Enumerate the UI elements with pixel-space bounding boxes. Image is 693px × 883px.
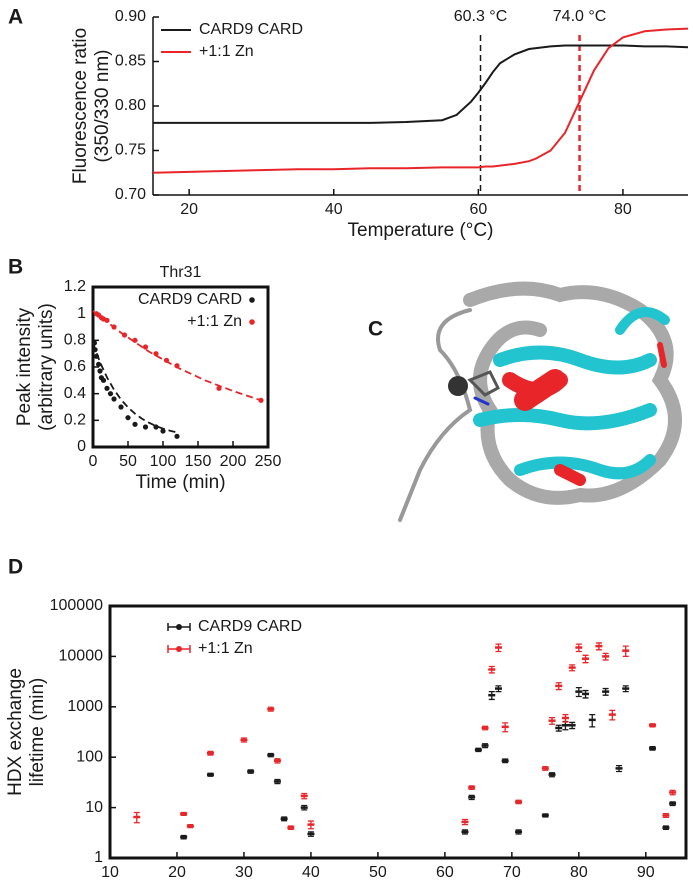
panel-label: B <box>8 256 23 279</box>
y-axis-label: Fluorescence ratio <box>70 28 91 184</box>
y-tick-label: 0 <box>77 438 86 455</box>
data-point <box>142 424 149 430</box>
legend-label: +1:1 Zn <box>199 43 254 60</box>
legend-label: +1:1 Zn <box>187 313 242 330</box>
y-axis-label: Peak intensity <box>14 307 35 426</box>
y-tick-label: 0.70 <box>115 186 146 203</box>
x-tick-label: 20 <box>168 864 186 881</box>
data-point <box>142 344 149 350</box>
x-tick-label: 50 <box>119 453 137 470</box>
x-tick-label: 80 <box>614 201 632 218</box>
legend-label: CARD9 CARD <box>198 618 302 635</box>
data-point <box>111 396 117 402</box>
plot-frame <box>91 285 270 449</box>
y-axis-label: (350/330 nm) <box>92 49 113 162</box>
data-point <box>153 424 159 430</box>
x-tick-label: 80 <box>570 864 588 881</box>
panel-label: D <box>8 556 23 579</box>
data-point <box>91 340 97 346</box>
x-tick-label: 40 <box>325 201 343 218</box>
data-point <box>97 368 103 374</box>
x-tick-label: 10 <box>101 864 119 881</box>
x-tick-label: 150 <box>185 453 212 470</box>
y-tick-label: 0.85 <box>115 53 146 70</box>
data-point <box>121 332 128 338</box>
y-tick-label: 1 <box>94 849 103 866</box>
data-point <box>104 385 110 391</box>
x-tick-label: 30 <box>235 864 253 881</box>
data-point <box>174 363 180 369</box>
panel-label: A <box>8 6 23 29</box>
y-tick-label: 1000 <box>67 698 103 715</box>
y-tick-label: 0.6 <box>64 358 86 375</box>
data-point <box>93 353 100 359</box>
legend-label: +1:1 Zn <box>198 640 253 657</box>
x-tick-label: 60 <box>436 864 454 881</box>
y-tick-label: 0.2 <box>64 412 86 429</box>
y-tick-label: 1.2 <box>64 278 86 295</box>
x-tick-label: 200 <box>220 453 247 470</box>
legend-swatch <box>249 319 255 325</box>
x-tick-label: 250 <box>255 453 282 470</box>
x-axis-label: Time (min) <box>135 472 225 493</box>
line-series <box>153 44 689 124</box>
x-axis-label: Temperature (°C) <box>348 220 494 241</box>
x-tick-label: 90 <box>637 864 655 881</box>
data-point <box>174 433 180 439</box>
y-axis-label: HDX exchange <box>5 668 26 796</box>
data-point <box>118 404 124 410</box>
y-axis-label: lifetime (min) <box>27 678 48 787</box>
plot-frame <box>108 604 688 860</box>
data-point <box>96 361 102 367</box>
data-point <box>160 428 166 434</box>
y-tick-label: 0.4 <box>64 385 86 402</box>
y-tick-label: 0.80 <box>115 97 146 114</box>
legend-swatch <box>249 297 255 303</box>
line-series <box>152 27 689 174</box>
data-point <box>163 357 170 363</box>
legend-label: CARD9 CARD <box>138 291 242 308</box>
data-point <box>92 347 98 353</box>
y-tick-label: 0.75 <box>115 142 146 159</box>
x-tick-label: 20 <box>180 201 198 218</box>
chart-title: Thr31 <box>160 264 202 281</box>
data-point <box>132 337 138 343</box>
x-tick-label: 60 <box>469 201 487 218</box>
y-tick-label: 100 <box>76 748 103 765</box>
annotation-label: 74.0 °C <box>553 8 607 25</box>
x-tick-label: 50 <box>369 864 387 881</box>
data-point <box>132 421 138 427</box>
annotation-label: 60.3 °C <box>454 8 508 25</box>
y-tick-label: 0.90 <box>115 8 146 25</box>
panel-label: C <box>368 318 383 341</box>
structure-image <box>398 281 682 522</box>
legend-label: CARD9 CARD <box>199 21 303 38</box>
x-tick-label: 0 <box>89 453 98 470</box>
y-tick-label: 10000 <box>59 648 104 665</box>
data-point <box>111 324 117 330</box>
legend-swatch <box>176 646 182 652</box>
data-point <box>104 317 110 323</box>
legend-swatch <box>176 624 182 630</box>
y-tick-label: 10 <box>85 799 103 816</box>
y-tick-label: 100000 <box>50 597 103 614</box>
data-point <box>153 351 159 357</box>
data-point <box>125 415 131 421</box>
data-point <box>216 385 222 391</box>
y-tick-label: 0.8 <box>64 332 86 349</box>
data-point <box>100 377 107 383</box>
x-tick-label: 100 <box>150 453 177 470</box>
y-tick-label: 1 <box>77 305 86 322</box>
data-point <box>107 391 114 397</box>
x-tick-label: 40 <box>302 864 320 881</box>
y-axis-label: (arbitrary units) <box>36 303 57 431</box>
x-tick-label: 70 <box>503 864 521 881</box>
data-point <box>258 397 264 403</box>
